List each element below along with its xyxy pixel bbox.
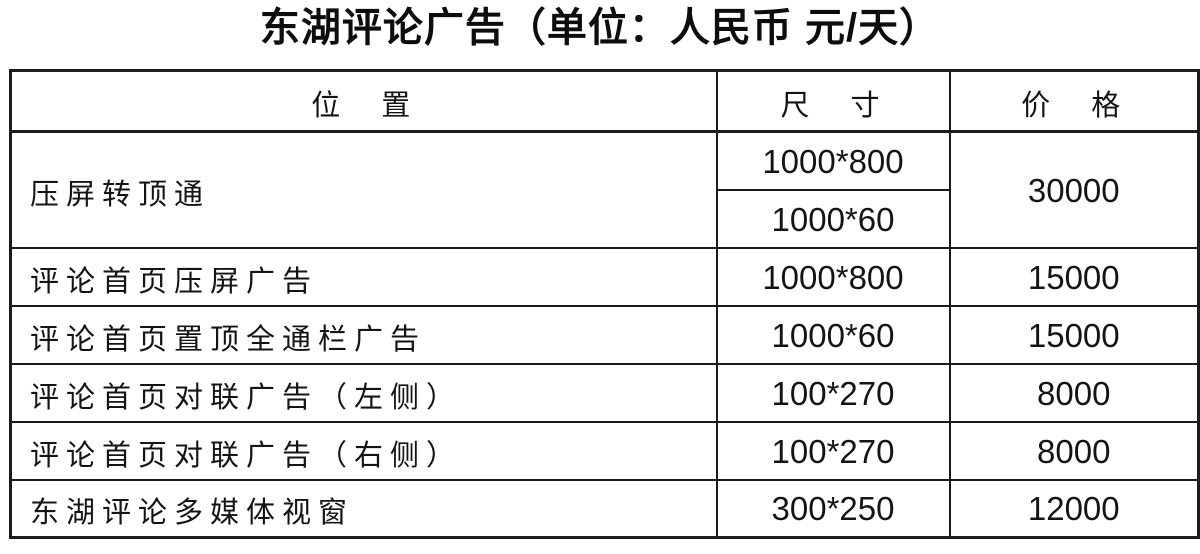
pricing-table: 位 置 尺 寸 价 格 压屏转顶通 1000*800 30000 1000*60… (9, 69, 1200, 539)
size-cell: 1000*60 (715, 188, 951, 249)
price-cell: 8000 (948, 362, 1200, 423)
price-cell: 15000 (948, 304, 1200, 365)
page-title: 东湖评论广告（单位：人民币 元/天） (259, 6, 941, 50)
size-cell: 1000*60 (715, 304, 951, 365)
price-cell: 12000 (948, 478, 1200, 539)
price-cell: 30000 (948, 130, 1200, 249)
column-header-position: 位 置 (9, 69, 718, 133)
price-cell: 8000 (948, 420, 1200, 481)
table-row: 东湖评论多媒体视窗 300*250 12000 (9, 478, 1200, 539)
table-row: 评论首页置顶全通栏广告 1000*60 15000 (9, 304, 1200, 365)
size-cell: 1000*800 (715, 246, 951, 307)
column-header-size: 尺 寸 (715, 69, 951, 133)
size-cell: 100*270 (715, 362, 951, 423)
position-cell: 评论首页对联广告（右侧） (9, 420, 718, 481)
column-header-price: 价 格 (948, 69, 1200, 133)
position-cell: 评论首页置顶全通栏广告 (9, 304, 718, 365)
header-row: 位 置 尺 寸 价 格 (9, 69, 1200, 133)
position-cell: 评论首页压屏广告 (9, 246, 718, 307)
table-row: 评论首页对联广告（左侧） 100*270 8000 (9, 362, 1200, 423)
table-row: 压屏转顶通 1000*800 30000 (9, 130, 1200, 249)
price-cell: 15000 (948, 246, 1200, 307)
table-row: 1000*60 (11, 188, 1199, 249)
position-cell: 评论首页对联广告（左侧） (9, 362, 718, 423)
size-cell: 1000*800 (715, 130, 951, 191)
position-cell: 压屏转顶通 (9, 130, 718, 249)
size-cell: 300*250 (715, 478, 951, 539)
position-cell: 东湖评论多媒体视窗 (9, 478, 718, 539)
size-cell: 100*270 (715, 420, 951, 481)
table-row: 评论首页压屏广告 1000*800 15000 (9, 246, 1200, 307)
table-row: 评论首页对联广告（右侧） 100*270 8000 (9, 420, 1200, 481)
